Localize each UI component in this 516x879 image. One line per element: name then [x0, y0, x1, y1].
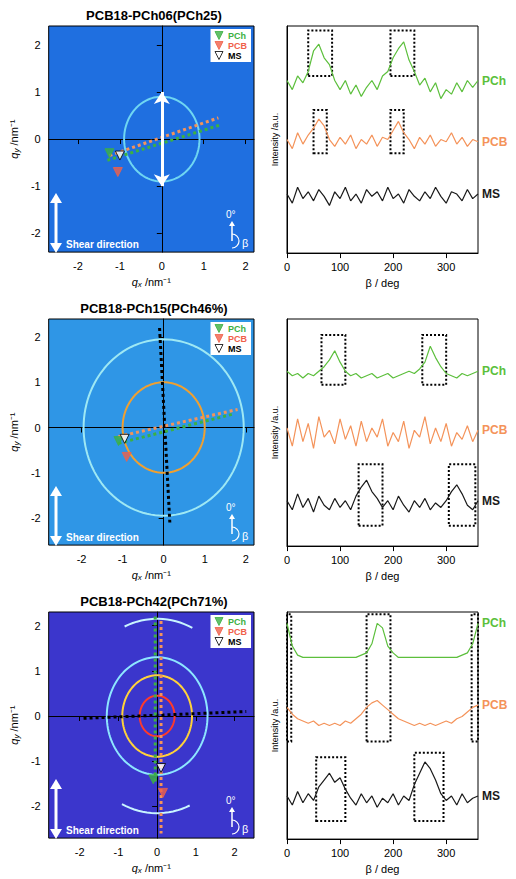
svg-text:/nm⁻¹: /nm⁻¹	[8, 412, 20, 441]
html-text:qx: qx	[131, 568, 142, 582]
svg-text:Intensity /a.u.: Intensity /a.u.	[270, 699, 280, 753]
svg-text:β: β	[242, 823, 248, 835]
svg-text:-2: -2	[77, 553, 87, 565]
svg-text:2: 2	[35, 620, 41, 632]
svg-text:1: 1	[193, 846, 199, 858]
svg-text:-2: -2	[31, 227, 41, 239]
svg-text:PCh: PCh	[228, 31, 246, 41]
svg-text:0: 0	[284, 554, 290, 566]
svg-text:100: 100	[331, 847, 349, 859]
svg-text:/nm⁻¹: /nm⁻¹	[142, 862, 171, 874]
svg-text:PCh: PCh	[482, 364, 506, 378]
svg-text:2: 2	[243, 260, 249, 272]
html-text:qx: qx	[131, 275, 142, 289]
svg-text:PCh: PCh	[228, 617, 246, 627]
svg-text:MS: MS	[228, 51, 242, 61]
svg-text:β / deg: β / deg	[366, 570, 400, 582]
svg-text:y: y	[11, 441, 21, 446]
svg-text:0°: 0°	[226, 795, 236, 806]
svg-text:0: 0	[284, 261, 290, 273]
svg-text:-1: -1	[31, 755, 41, 767]
svg-text:PCh: PCh	[228, 324, 246, 334]
svg-text:-1: -1	[31, 467, 41, 479]
html-text:qx: qx	[131, 861, 142, 875]
svg-text:1: 1	[202, 553, 208, 565]
svg-text:300: 300	[437, 847, 455, 859]
svg-text:300: 300	[437, 261, 455, 273]
svg-text:/nm⁻¹: /nm⁻¹	[8, 119, 20, 148]
svg-text:100: 100	[331, 554, 349, 566]
svg-text:-2: -2	[75, 846, 85, 858]
svg-text:q: q	[7, 152, 20, 159]
svg-text:0: 0	[35, 422, 41, 434]
svg-text:200: 200	[384, 554, 402, 566]
svg-text:PCB18-PCh42(PCh71%): PCB18-PCh42(PCh71%)	[80, 594, 227, 609]
svg-text:-1: -1	[114, 846, 124, 858]
svg-text:/nm⁻¹: /nm⁻¹	[142, 276, 171, 288]
svg-text:PCB: PCB	[482, 423, 508, 437]
svg-text:MS: MS	[482, 494, 500, 508]
svg-text:0°: 0°	[226, 209, 236, 220]
svg-text:200: 200	[384, 261, 402, 273]
svg-text:Intensity /a.u.: Intensity /a.u.	[270, 113, 280, 167]
svg-text:PCB: PCB	[482, 135, 508, 149]
svg-text:Shear direction: Shear direction	[66, 825, 139, 836]
svg-text:β: β	[242, 237, 248, 249]
svg-text:0: 0	[284, 847, 290, 859]
svg-text:PCB: PCB	[482, 698, 508, 712]
svg-text:2: 2	[243, 553, 249, 565]
svg-text:-1: -1	[31, 180, 41, 192]
svg-text:1: 1	[35, 665, 41, 677]
svg-text:2: 2	[232, 846, 238, 858]
svg-text:/nm⁻¹: /nm⁻¹	[142, 569, 171, 581]
svg-text:q: q	[7, 738, 20, 745]
svg-text:300: 300	[437, 554, 455, 566]
svg-text:1: 1	[35, 86, 41, 98]
svg-text:-2: -2	[31, 512, 41, 524]
svg-text:β / deg: β / deg	[366, 863, 400, 875]
svg-text:0°: 0°	[226, 502, 236, 513]
svg-text:2: 2	[35, 331, 41, 343]
svg-text:200: 200	[384, 847, 402, 859]
svg-text:-1: -1	[118, 553, 128, 565]
svg-text:β: β	[242, 530, 248, 542]
svg-text:-2: -2	[73, 260, 83, 272]
svg-text:100: 100	[331, 261, 349, 273]
svg-text:0: 0	[161, 553, 167, 565]
svg-text:PCB: PCB	[228, 627, 248, 637]
svg-text:PCB: PCB	[228, 334, 248, 344]
svg-text:PCB: PCB	[228, 41, 248, 51]
svg-text:/nm⁻¹: /nm⁻¹	[8, 705, 20, 734]
svg-text:0: 0	[154, 846, 160, 858]
svg-text:MS: MS	[482, 789, 500, 803]
svg-text:Shear direction: Shear direction	[66, 239, 139, 250]
svg-text:1: 1	[35, 376, 41, 388]
svg-text:-2: -2	[31, 800, 41, 812]
svg-text:MS: MS	[228, 344, 242, 354]
svg-text:1: 1	[201, 260, 207, 272]
svg-text:2: 2	[35, 39, 41, 51]
svg-text:y: y	[11, 148, 21, 153]
svg-text:0: 0	[35, 133, 41, 145]
svg-text:0: 0	[35, 710, 41, 722]
svg-text:PCB18-PCh06(PCh25): PCB18-PCh06(PCh25)	[86, 8, 222, 23]
svg-text:Shear direction: Shear direction	[66, 532, 139, 543]
svg-text:PCh: PCh	[482, 74, 506, 88]
svg-text:y: y	[11, 734, 21, 739]
svg-text:PCB18-PCh15(PCh46%): PCB18-PCh15(PCh46%)	[80, 301, 227, 316]
svg-text:β / deg: β / deg	[366, 277, 400, 289]
svg-text:Intensity /a.u.: Intensity /a.u.	[270, 406, 280, 460]
svg-text:-1: -1	[115, 260, 125, 272]
svg-text:0: 0	[159, 260, 165, 272]
svg-text:MS: MS	[228, 637, 242, 647]
svg-text:PCh: PCh	[482, 616, 506, 630]
svg-text:MS: MS	[482, 187, 500, 201]
svg-text:q: q	[7, 445, 20, 452]
